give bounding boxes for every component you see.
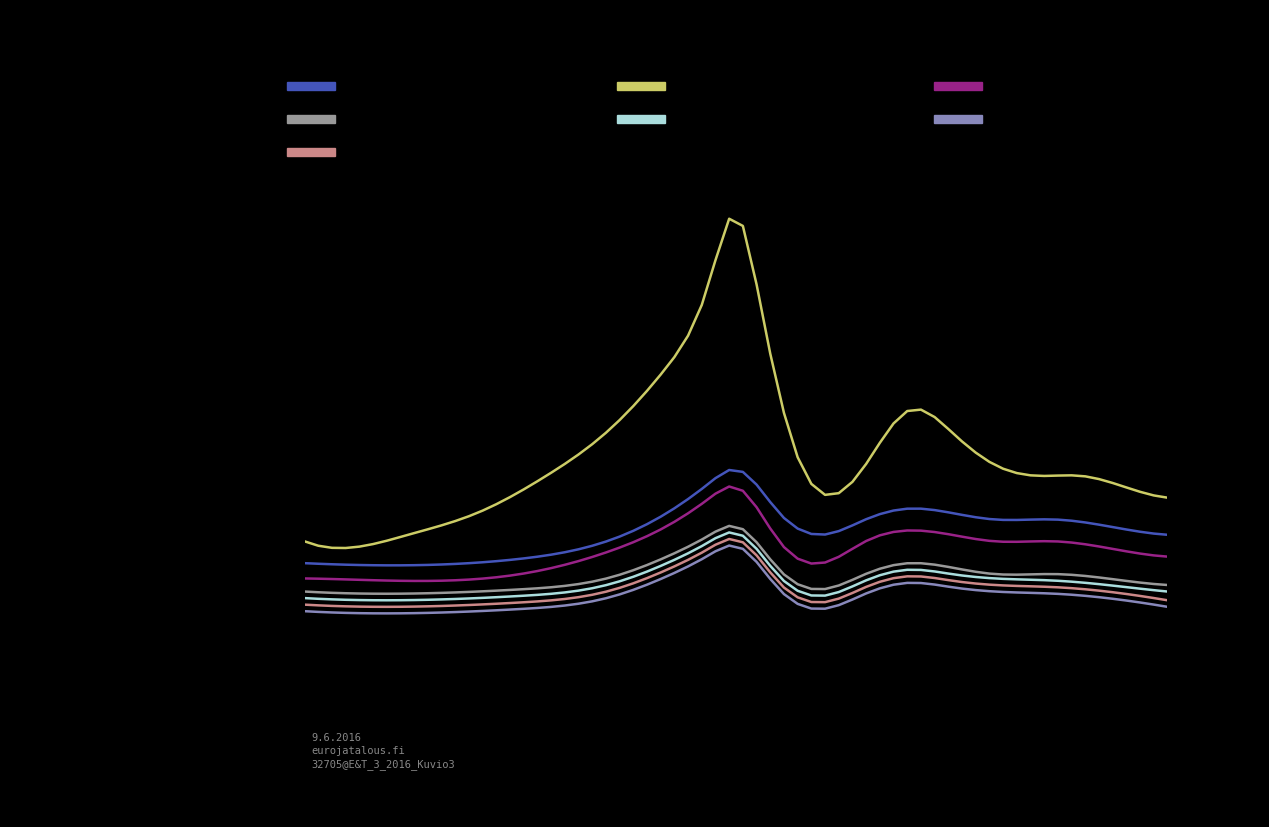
Text: 9.6.2016
eurojatalous.fi
32705@E&T_3_2016_Kuvio3: 9.6.2016 eurojatalous.fi 32705@E&T_3_201…	[311, 732, 454, 769]
